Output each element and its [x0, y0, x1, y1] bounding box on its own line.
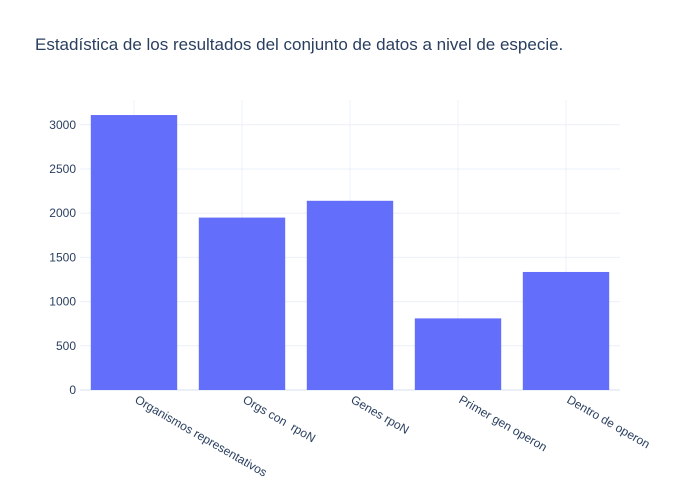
- x-tick-label: Dentro de operon: [565, 392, 653, 451]
- y-tick-label: 3000: [49, 118, 76, 132]
- x-tick-label: Orgs con rpoN: [241, 392, 318, 445]
- bar: [522, 271, 610, 390]
- y-tick-label: 500: [56, 339, 76, 353]
- y-axis-ticks: 0 500 1000 1500 2000 2500 3000: [49, 118, 76, 397]
- bar: [414, 318, 502, 390]
- bar: [90, 115, 178, 390]
- y-tick-label: 1000: [49, 295, 76, 309]
- y-tick-label: 2500: [49, 162, 76, 176]
- chart-title: Estadística de los resultados del conjun…: [35, 35, 563, 54]
- y-tick-label: 0: [69, 383, 76, 397]
- x-tick-label: Primer gen operon: [457, 392, 550, 454]
- bar: [306, 200, 394, 390]
- x-tick-label: Genes rpoN: [349, 392, 412, 436]
- y-tick-label: 2000: [49, 206, 76, 220]
- bar: [198, 217, 286, 390]
- bars: [90, 115, 610, 390]
- y-tick-label: 1500: [49, 250, 76, 264]
